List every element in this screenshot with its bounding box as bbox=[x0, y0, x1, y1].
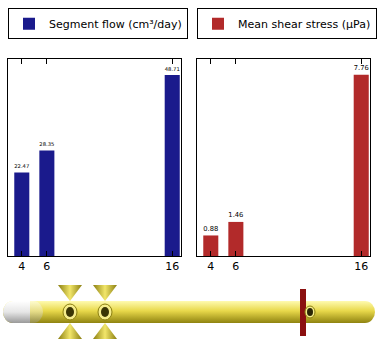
svg-text:4: 4 bbox=[207, 260, 214, 273]
svg-text:7.76: 7.76 bbox=[354, 64, 369, 72]
svg-text:0.88: 0.88 bbox=[203, 225, 218, 233]
svg-text:16: 16 bbox=[354, 260, 368, 273]
svg-text:1.46: 1.46 bbox=[228, 211, 243, 219]
svg-text:16: 16 bbox=[165, 260, 179, 273]
svg-text:28.35: 28.35 bbox=[39, 141, 54, 147]
svg-text:6: 6 bbox=[43, 260, 50, 273]
svg-text:Mean shear stress (μPa): Mean shear stress (μPa) bbox=[238, 18, 370, 31]
svg-text:Segment flow (cm³/day): Segment flow (cm³/day) bbox=[49, 18, 182, 31]
svg-text:4: 4 bbox=[18, 260, 25, 273]
svg-text:48.71: 48.71 bbox=[165, 66, 180, 72]
svg-text:6: 6 bbox=[232, 260, 239, 273]
svg-text:22.47: 22.47 bbox=[14, 163, 29, 169]
